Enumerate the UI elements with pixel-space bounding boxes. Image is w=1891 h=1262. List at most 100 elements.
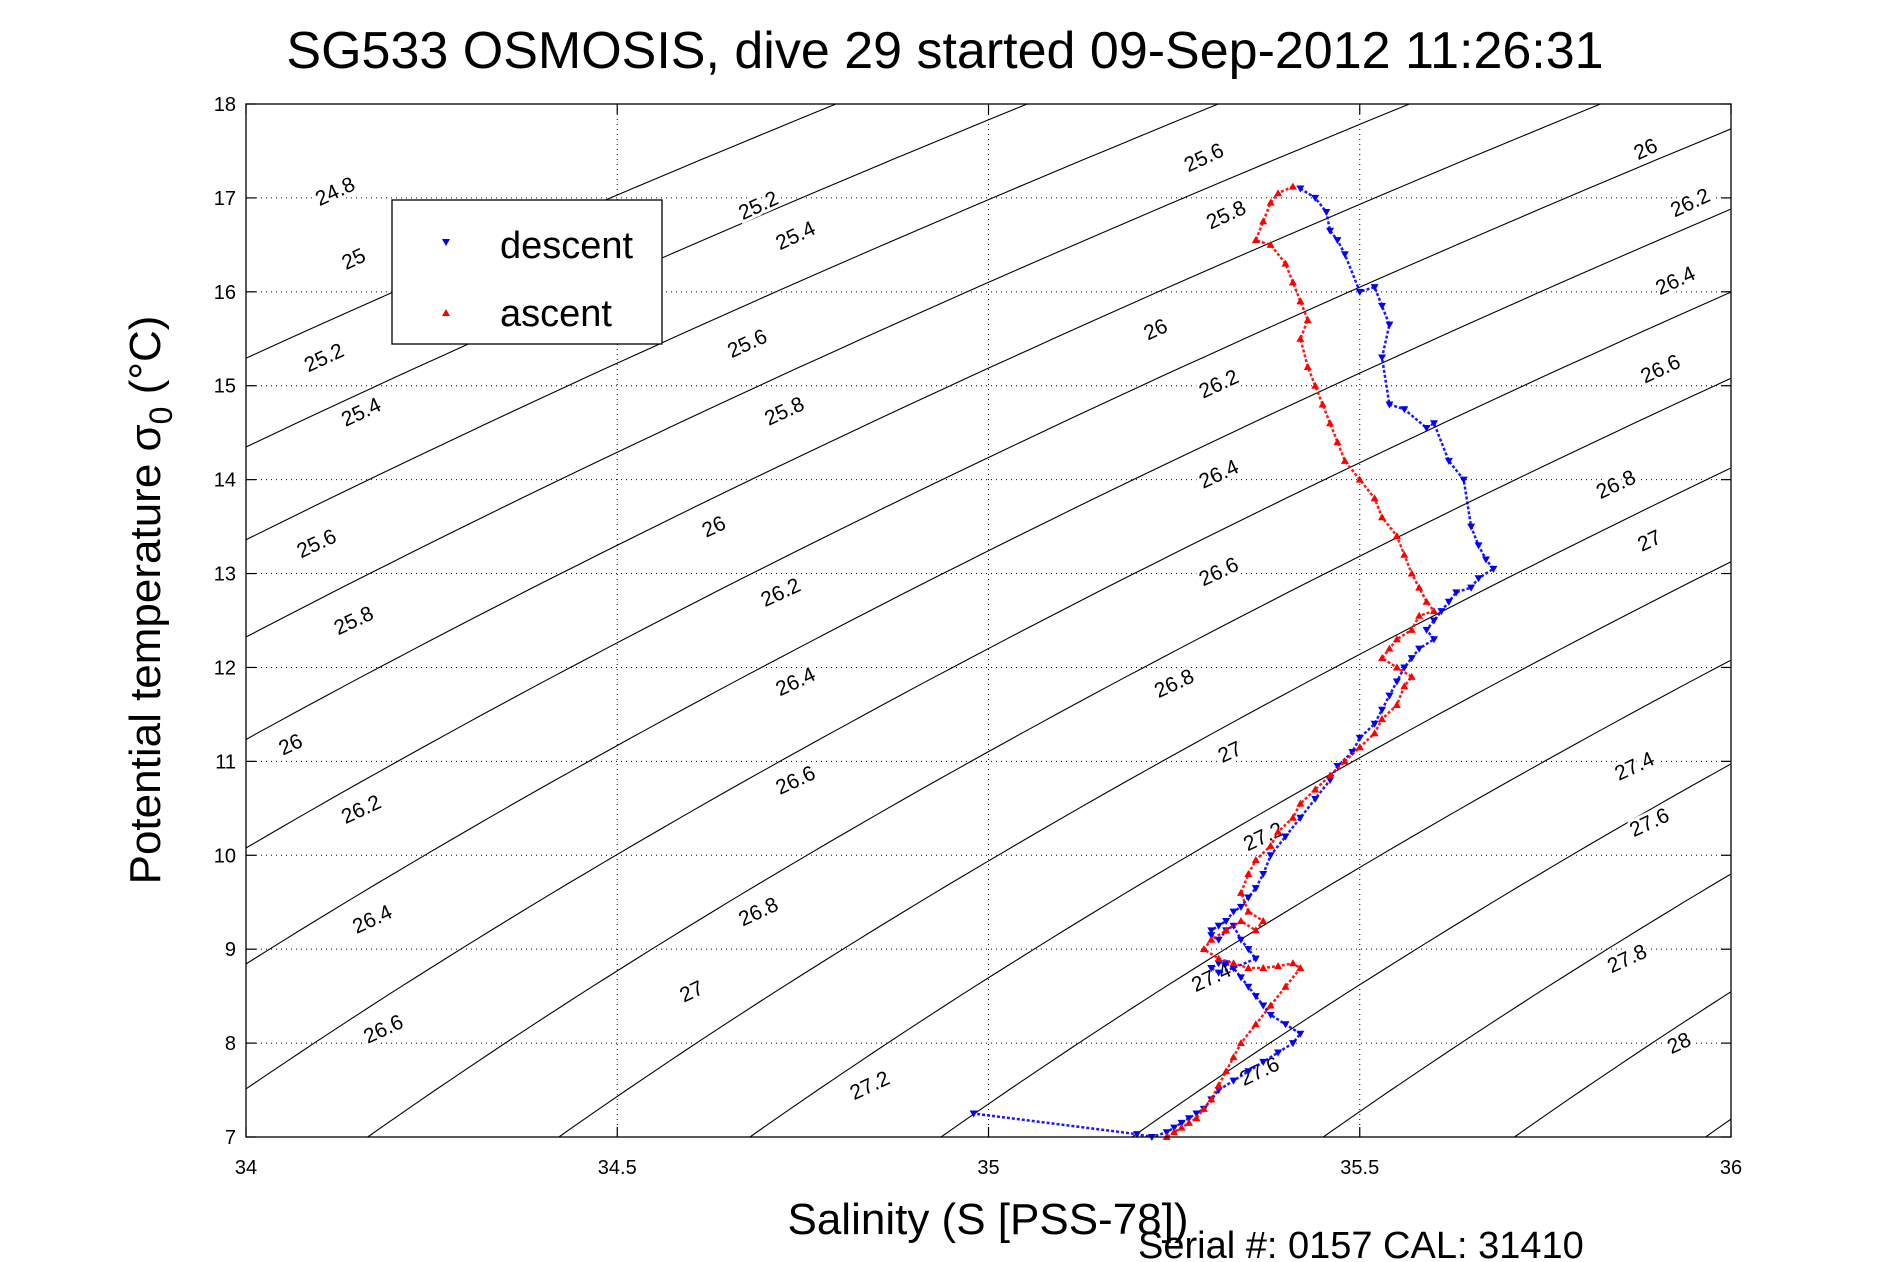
density-contour-line bbox=[1322, 873, 1731, 1137]
legend-ascent-label: ascent bbox=[500, 293, 612, 335]
descent-point bbox=[1370, 284, 1379, 292]
series-ascent bbox=[1162, 182, 1438, 1140]
legend-ascent-marker bbox=[442, 309, 450, 316]
contour-label: 27.6 bbox=[1236, 1053, 1283, 1091]
y-tick-label: 9 bbox=[225, 939, 236, 961]
y-tick-label: 15 bbox=[214, 376, 236, 398]
y-tick-label: 11 bbox=[215, 751, 236, 773]
contour-label: 27.8 bbox=[1604, 940, 1651, 978]
y-axis-label-unit: (°C) bbox=[121, 316, 170, 407]
y-tick-label: 14 bbox=[214, 470, 236, 492]
density-contour-line bbox=[1831, 57, 1891, 1184]
contour-label: 26.8 bbox=[1593, 466, 1640, 504]
contour-label: 26.4 bbox=[349, 900, 396, 938]
density-contour-line bbox=[1513, 991, 1731, 1137]
contour-label: 25.6 bbox=[1181, 139, 1228, 177]
y-tick-label: 12 bbox=[214, 657, 236, 679]
contour-label: 26.2 bbox=[1667, 184, 1714, 222]
y-tick-label: 17 bbox=[214, 188, 236, 210]
contour-label: 27 bbox=[1634, 526, 1665, 557]
y-axis-ticks: 7 8 9 10 11 12 13 14 15 16 17 18 bbox=[214, 94, 1731, 1149]
contour-label: 26.6 bbox=[772, 762, 819, 800]
contour-label: 24.8 bbox=[312, 173, 359, 211]
contour-label: 26.6 bbox=[1637, 350, 1684, 388]
x-axis-label: Salinity (S [PSS-78]) bbox=[787, 1195, 1188, 1244]
contour-label: 26.4 bbox=[772, 663, 819, 701]
ascent-point bbox=[1333, 438, 1342, 446]
ascent-point bbox=[1296, 334, 1305, 342]
contour-label: 27.2 bbox=[847, 1067, 894, 1105]
legend: descent ascent bbox=[391, 199, 663, 345]
x-axis-ticks: 34 34.5 35 35.5 36 bbox=[235, 104, 1742, 1179]
density-contour-line bbox=[246, 208, 1731, 965]
legend-descent-marker bbox=[442, 239, 450, 246]
density-contour-line bbox=[246, 291, 1731, 1090]
contour-label: 25.8 bbox=[330, 602, 377, 640]
contour-label: 25.8 bbox=[1203, 196, 1250, 234]
density-contour-line bbox=[557, 467, 1731, 1137]
x-tick-label: 35 bbox=[977, 1157, 999, 1179]
contour-label: 26.8 bbox=[1151, 665, 1198, 703]
contour-label: 25.6 bbox=[293, 525, 340, 563]
contour-label: 26.2 bbox=[338, 791, 385, 829]
y-axis-label-sigma: σ bbox=[121, 424, 170, 451]
contour-label: 25.6 bbox=[724, 325, 771, 363]
ascent-point bbox=[1296, 297, 1305, 305]
density-contour-line bbox=[246, 104, 1411, 638]
descent-trace bbox=[973, 187, 1496, 1139]
contour-label: 26.2 bbox=[1196, 365, 1243, 403]
x-tick-label: 34.5 bbox=[598, 1157, 637, 1179]
x-tick-label: 35.5 bbox=[1340, 1157, 1379, 1179]
contour-label: 26.6 bbox=[360, 1010, 407, 1048]
serial-calibration-label: Serial #: 0157 CAL: 31410 bbox=[1138, 1225, 1584, 1262]
x-tick-label: 36 bbox=[1720, 1157, 1742, 1179]
contour-label: 26 bbox=[1140, 314, 1171, 345]
contour-label: 27 bbox=[1215, 737, 1246, 768]
series-descent bbox=[969, 185, 1498, 1141]
contour-label: 25.4 bbox=[338, 393, 385, 431]
density-contour-line bbox=[246, 104, 1220, 541]
contour-label: 26.4 bbox=[1196, 455, 1243, 493]
contour-label: 25.2 bbox=[301, 339, 348, 377]
descent-point bbox=[1444, 457, 1453, 465]
contour-label: 25.8 bbox=[761, 392, 808, 430]
chart-title: SG533 OSMOSIS, dive 29 started 09-Sep-20… bbox=[286, 22, 1603, 80]
density-contour-line bbox=[940, 659, 1731, 1137]
x-tick-label: 34 bbox=[235, 1157, 257, 1179]
y-tick-label: 10 bbox=[214, 845, 236, 867]
descent-point bbox=[1378, 302, 1387, 310]
y-tick-label: 7 bbox=[225, 1127, 236, 1149]
contour-label: 25.4 bbox=[772, 217, 819, 255]
contour-label: 25.2 bbox=[735, 187, 782, 225]
contour-label: 26 bbox=[699, 512, 730, 543]
ascent-trace bbox=[1166, 185, 1437, 1139]
ascent-point bbox=[1303, 315, 1312, 323]
ascent-point bbox=[1326, 419, 1335, 427]
density-contour-line bbox=[246, 128, 1731, 849]
density-contour-line bbox=[1704, 1118, 1731, 1137]
contour-label: 26.8 bbox=[735, 893, 782, 931]
descent-point bbox=[1385, 321, 1394, 329]
y-axis-label-subscript: 0 bbox=[143, 407, 179, 425]
y-tick-label: 8 bbox=[225, 1033, 236, 1055]
y-tick-label: 16 bbox=[214, 282, 236, 304]
contour-label: 27 bbox=[676, 977, 707, 1008]
contour-label: 26.2 bbox=[757, 574, 804, 612]
data-points bbox=[969, 182, 1498, 1141]
density-contour-line bbox=[366, 377, 1731, 1137]
descent-point bbox=[1378, 354, 1387, 362]
y-axis-label: Potential temperature σ0 (°C) bbox=[121, 316, 179, 885]
contour-label: 25 bbox=[338, 244, 369, 275]
y-tick-label: 13 bbox=[214, 564, 236, 586]
density-contour-line bbox=[1131, 763, 1731, 1137]
density-contours bbox=[246, 57, 1891, 1184]
density-contour-line bbox=[246, 104, 1602, 741]
contour-label: 26 bbox=[275, 730, 306, 761]
contour-label: 26.4 bbox=[1652, 262, 1699, 300]
grid-lines bbox=[246, 104, 1731, 1137]
contour-label: 27.2 bbox=[1240, 818, 1287, 856]
contour-label: 26.6 bbox=[1196, 553, 1243, 591]
density-contour-line bbox=[246, 104, 1029, 448]
descent-point bbox=[1430, 420, 1438, 428]
